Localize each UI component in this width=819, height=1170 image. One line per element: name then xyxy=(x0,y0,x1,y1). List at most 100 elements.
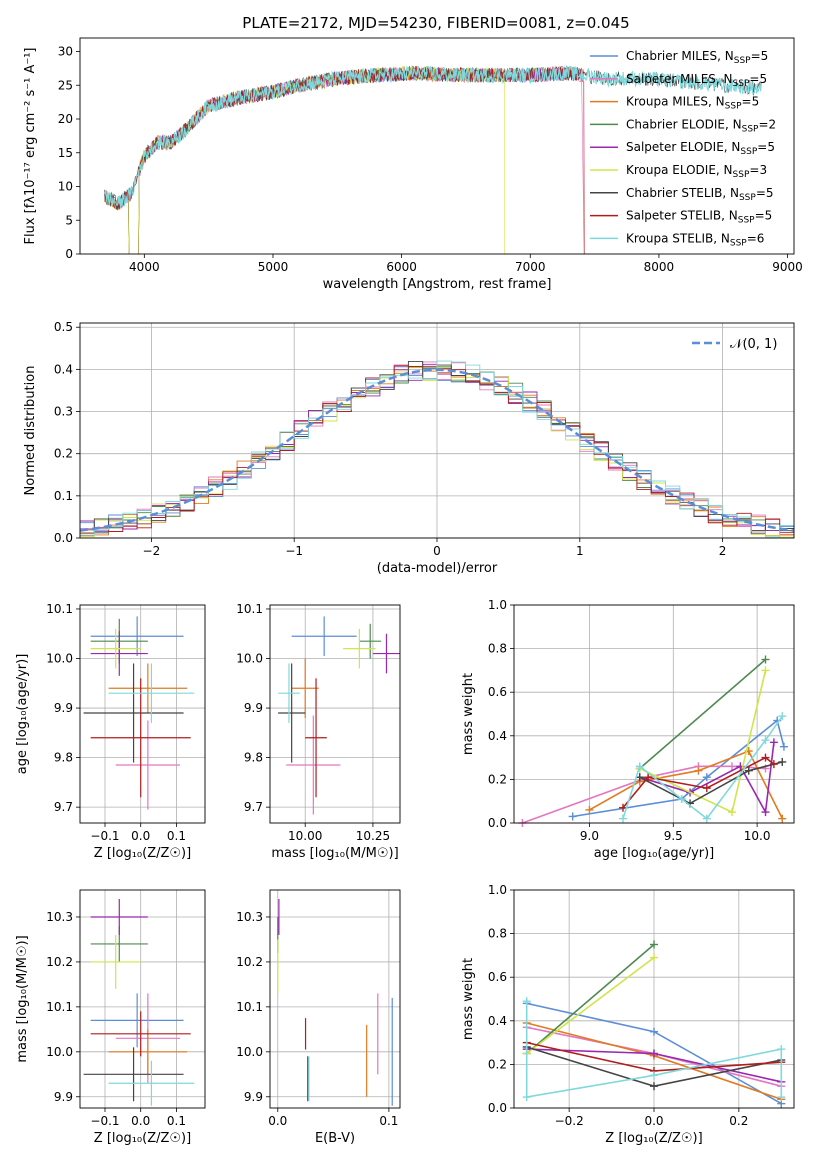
errorbars xyxy=(83,616,195,810)
salpeter_stelib-spectrum-line xyxy=(104,65,585,254)
kroupa_stelib-marker xyxy=(778,712,787,721)
kroupa_miles-marker xyxy=(585,805,594,814)
y-tick-label: 5 xyxy=(65,213,73,227)
y-tick-label: 0.0 xyxy=(54,531,73,545)
y-tick-label: 10.1 xyxy=(236,602,263,616)
y-tick-label: 0.4 xyxy=(488,729,507,743)
y-tick-label: 0.0 xyxy=(488,816,507,830)
x-tick-label: 4000 xyxy=(129,260,160,274)
y-tick-label: 0.2 xyxy=(488,1057,507,1071)
spectrum-panel: 4000 5000 6000 7000 8000 9000 0 5 10 15 20 25 30 wave… xyxy=(23,37,803,292)
y-tick-label: 9.8 xyxy=(54,751,73,765)
y-axis-label: Flux [fλ10⁻¹⁷ erg cm⁻² s⁻¹ A⁻¹] xyxy=(23,48,38,245)
kroupa_stelib-marker xyxy=(777,1093,786,1102)
y-tick-label: 0.8 xyxy=(488,642,507,656)
kroupa_elodie-errorbar xyxy=(90,628,141,669)
kroupa_elodie-legend-label: Kroupa ELODIE, NSSP=3 xyxy=(626,163,767,180)
chabrier_stelib-errorbar xyxy=(83,1047,184,1102)
chabrier_miles-spectrum-line xyxy=(104,65,582,254)
y-tick-label: 0.6 xyxy=(488,685,507,699)
x-tick-label: 1 xyxy=(576,544,584,558)
chabrier_stelib-marker xyxy=(650,1082,658,1091)
y-tick-label: 0.2 xyxy=(54,447,73,461)
y-axis-label: age [log₁₀(age/yr)] xyxy=(15,654,30,775)
kroupa_stelib-spectrum-line xyxy=(103,65,762,209)
y-tick-label: 0.6 xyxy=(488,970,507,984)
x-tick-label: −0.2 xyxy=(555,1114,584,1128)
kroupa_stelib-marker xyxy=(650,1071,658,1080)
y-axis-label: mass weight xyxy=(461,673,476,755)
salpeter_stelib-errorbar xyxy=(90,1011,191,1057)
y-tick-label: 10.0 xyxy=(236,1045,263,1059)
salpeter_miles-weight-line xyxy=(522,765,766,824)
axes-frame xyxy=(79,37,795,255)
x-tick-label: 0.1 xyxy=(167,1114,186,1128)
x-tick-label: 0 xyxy=(433,544,441,558)
kroupa_miles-errorbar xyxy=(108,663,188,714)
y-tick-label: 15 xyxy=(58,146,73,160)
spectrum-legend: Chabrier MILES, NSSP=5 Salpeter MILES, NS… xyxy=(590,49,776,248)
y-tick-label: 10.1 xyxy=(46,1000,73,1014)
x-axis-label: age [log₁₀(age/yr)] xyxy=(594,846,715,861)
chabrier_elodie-legend-label: Chabrier ELODIE, NSSP=2 xyxy=(626,117,776,134)
y-tick-label: 10.3 xyxy=(236,910,263,924)
kroupa_stelib-marker xyxy=(677,795,686,804)
kroupa_miles-marker xyxy=(778,814,787,823)
salpeter_stelib-marker xyxy=(644,773,653,782)
chabrier_elodie-marker xyxy=(761,655,770,664)
x-tick-label: −0.1 xyxy=(90,829,119,843)
x-tick-label: 8000 xyxy=(644,260,675,274)
chabrier_miles-marker xyxy=(568,812,577,821)
x-tick-label: 0.0 xyxy=(644,1114,663,1128)
kroupa_elodie-marker xyxy=(761,666,770,675)
y-tick-label: 10.3 xyxy=(46,910,73,924)
kroupa_stelib-weight-line xyxy=(622,715,783,820)
salpeter_stelib-legend-label: Salpeter STELIB, NSSP=5 xyxy=(626,209,772,226)
y-tick-label: 0.0 xyxy=(488,1101,507,1115)
y-tick-label: 0 xyxy=(65,247,73,261)
y-tick-label: 10.0 xyxy=(236,652,263,666)
y-tick-label: 30 xyxy=(58,45,73,59)
y-tick-label: 9.9 xyxy=(54,1090,73,1104)
salpeter_miles-marker xyxy=(727,762,736,771)
chabrier_miles-legend-label: Chabrier MILES, NSSP=5 xyxy=(626,49,768,66)
y-tick-label: 10 xyxy=(58,180,73,194)
x-tick-label: 0.0 xyxy=(131,1114,150,1128)
chabrier_stelib-marker xyxy=(635,773,644,782)
x-tick-label: 10.00 xyxy=(288,829,322,843)
y-tick-label: 0.2 xyxy=(488,772,507,786)
y-tick-label: 0.4 xyxy=(488,1014,507,1028)
kroupa_miles-errorbar xyxy=(108,1029,188,1075)
kroupa_stelib-marker xyxy=(522,1093,531,1102)
y-tick-label: 9.7 xyxy=(244,800,263,814)
salpeter_stelib-marker xyxy=(769,760,778,769)
x-tick-label: 0.0 xyxy=(131,829,150,843)
chabrier_stelib-weight-line xyxy=(639,761,783,805)
axes-frame xyxy=(513,889,795,1109)
kroupa_stelib-legend-label: Kroupa STELIB, NSSP=6 xyxy=(626,231,764,248)
kroupa_elodie-errorbar xyxy=(90,934,141,989)
axes-frame xyxy=(79,322,795,539)
salpeter_stelib-marker xyxy=(702,784,711,793)
chabrier_elodie-spectrum-line xyxy=(104,65,582,254)
x-axis-label: Z [log₁₀(Z/Z☉)] xyxy=(94,1131,191,1146)
y-tick-label: 9.8 xyxy=(244,751,263,765)
chabrier_miles-marker xyxy=(650,1027,658,1036)
kroupa_elodie-spectrum-line xyxy=(104,64,505,254)
weight-lines xyxy=(518,655,788,827)
y-tick-label: 9.9 xyxy=(54,701,73,715)
kroupa_stelib-errorbar xyxy=(108,663,195,723)
kroupa_miles-legend-label: Kroupa MILES, NSSP=5 xyxy=(626,95,759,112)
y-tick-label: 10.2 xyxy=(46,955,73,969)
x-tick-label: −1 xyxy=(285,544,303,558)
x-tick-label: 9000 xyxy=(772,260,803,274)
axes-frame xyxy=(79,889,206,1109)
x-tick-label: 0.1 xyxy=(379,1114,398,1128)
y-tick-label: 1.0 xyxy=(488,598,507,612)
x-tick-label: 6000 xyxy=(386,260,417,274)
x-tick-label: 7000 xyxy=(515,260,546,274)
salpeter_elodie-marker xyxy=(650,1049,658,1058)
y-tick-label: 10.0 xyxy=(46,652,73,666)
y-tick-label: 0.1 xyxy=(54,489,73,503)
chabrier_miles-marker xyxy=(779,742,788,751)
